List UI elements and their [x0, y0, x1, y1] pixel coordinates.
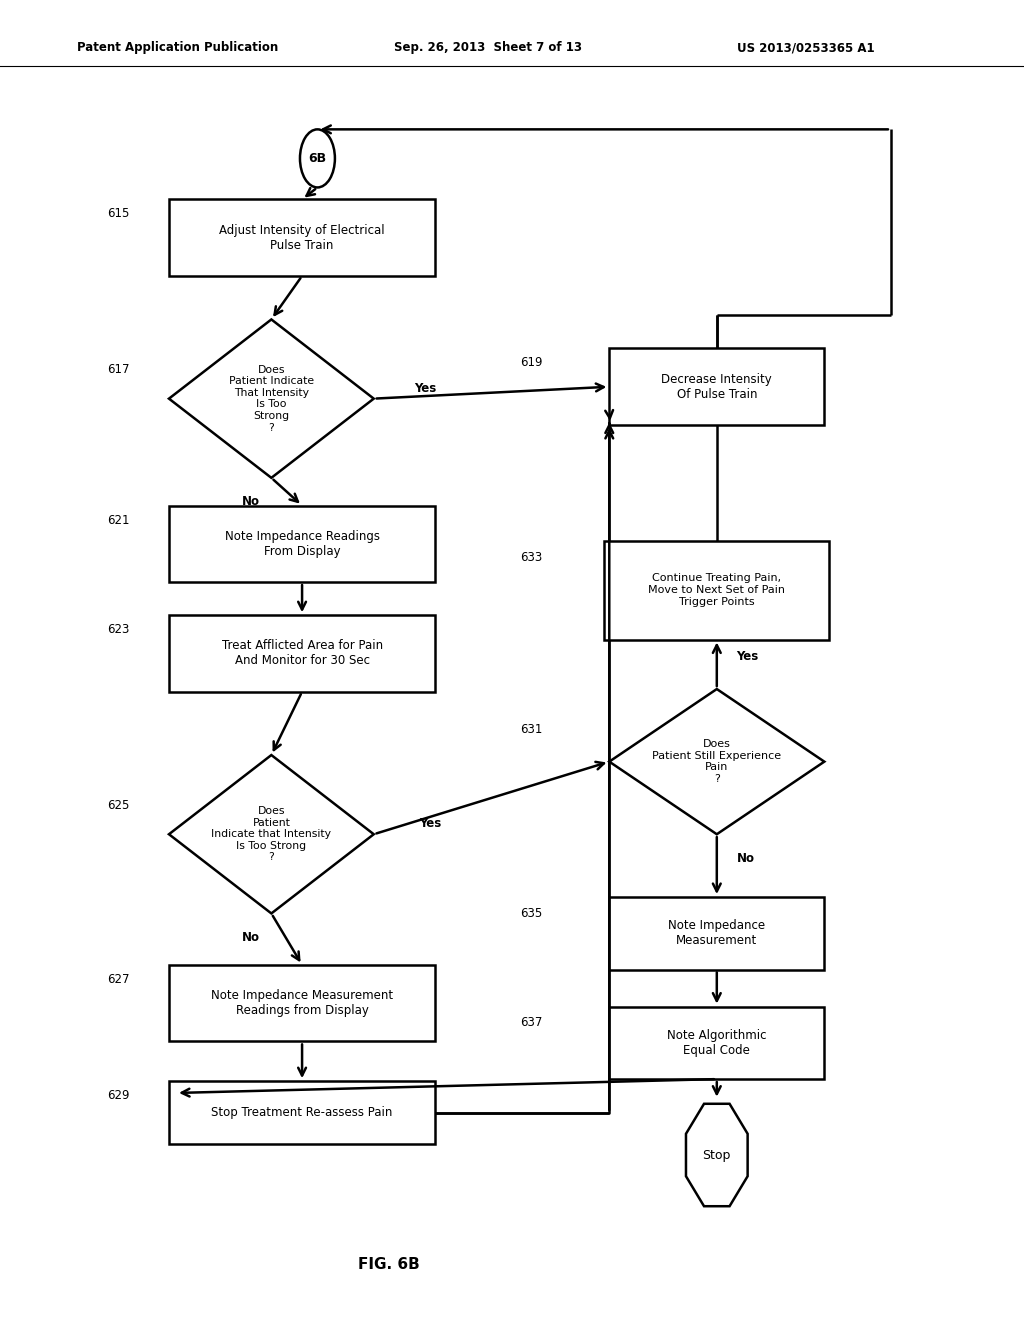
FancyBboxPatch shape: [609, 348, 824, 425]
Text: Sep. 26, 2013  Sheet 7 of 13: Sep. 26, 2013 Sheet 7 of 13: [394, 41, 583, 54]
Text: 617: 617: [108, 363, 130, 376]
Text: Stop: Stop: [702, 1148, 731, 1162]
Ellipse shape: [300, 129, 335, 187]
Text: Patent Application Publication: Patent Application Publication: [77, 41, 279, 54]
FancyBboxPatch shape: [609, 1006, 824, 1080]
Text: No: No: [736, 851, 755, 865]
Text: 6B: 6B: [308, 152, 327, 165]
Text: 615: 615: [108, 207, 130, 220]
FancyBboxPatch shape: [169, 1081, 435, 1144]
FancyBboxPatch shape: [609, 898, 824, 969]
FancyBboxPatch shape: [169, 965, 435, 1041]
Text: US 2013/0253365 A1: US 2013/0253365 A1: [737, 41, 874, 54]
Text: Continue Treating Pain,
Move to Next Set of Pain
Trigger Points: Continue Treating Pain, Move to Next Set…: [648, 573, 785, 607]
Text: 625: 625: [108, 799, 130, 812]
Polygon shape: [169, 755, 374, 913]
Text: 637: 637: [520, 1016, 543, 1030]
Text: FIG. 6B: FIG. 6B: [358, 1257, 420, 1272]
Text: Yes: Yes: [414, 381, 436, 395]
Text: Note Algorithmic
Equal Code: Note Algorithmic Equal Code: [667, 1028, 767, 1057]
Polygon shape: [169, 319, 374, 478]
Text: 635: 635: [520, 907, 543, 920]
Text: 631: 631: [520, 723, 543, 737]
Text: Stop Treatment Re-assess Pain: Stop Treatment Re-assess Pain: [211, 1106, 393, 1119]
FancyBboxPatch shape: [169, 615, 435, 692]
Text: 629: 629: [108, 1089, 130, 1102]
Text: 623: 623: [108, 623, 130, 636]
Text: No: No: [242, 495, 260, 508]
Text: Decrease Intensity
Of Pulse Train: Decrease Intensity Of Pulse Train: [662, 372, 772, 401]
Text: Note Impedance Measurement
Readings from Display: Note Impedance Measurement Readings from…: [211, 989, 393, 1018]
Text: 633: 633: [520, 550, 543, 564]
Text: Treat Afflicted Area for Pain
And Monitor for 30 Sec: Treat Afflicted Area for Pain And Monito…: [221, 639, 383, 668]
FancyBboxPatch shape: [169, 199, 435, 276]
FancyBboxPatch shape: [604, 541, 829, 639]
Text: Note Impedance Readings
From Display: Note Impedance Readings From Display: [224, 529, 380, 558]
Text: Does
Patient Still Experience
Pain
?: Does Patient Still Experience Pain ?: [652, 739, 781, 784]
Text: 627: 627: [108, 973, 130, 986]
Polygon shape: [609, 689, 824, 834]
Text: Yes: Yes: [419, 817, 441, 830]
Polygon shape: [686, 1104, 748, 1206]
Text: 621: 621: [108, 513, 130, 527]
Text: Yes: Yes: [736, 649, 759, 663]
Text: 619: 619: [520, 356, 543, 370]
Text: Does
Patient
Indicate that Intensity
Is Too Strong
?: Does Patient Indicate that Intensity Is …: [211, 807, 332, 862]
Text: No: No: [242, 931, 260, 944]
Text: Note Impedance
Measurement: Note Impedance Measurement: [669, 919, 765, 948]
Text: Does
Patient Indicate
That Intensity
Is Too
Strong
?: Does Patient Indicate That Intensity Is …: [228, 364, 314, 433]
Text: Adjust Intensity of Electrical
Pulse Train: Adjust Intensity of Electrical Pulse Tra…: [219, 223, 385, 252]
FancyBboxPatch shape: [169, 506, 435, 582]
